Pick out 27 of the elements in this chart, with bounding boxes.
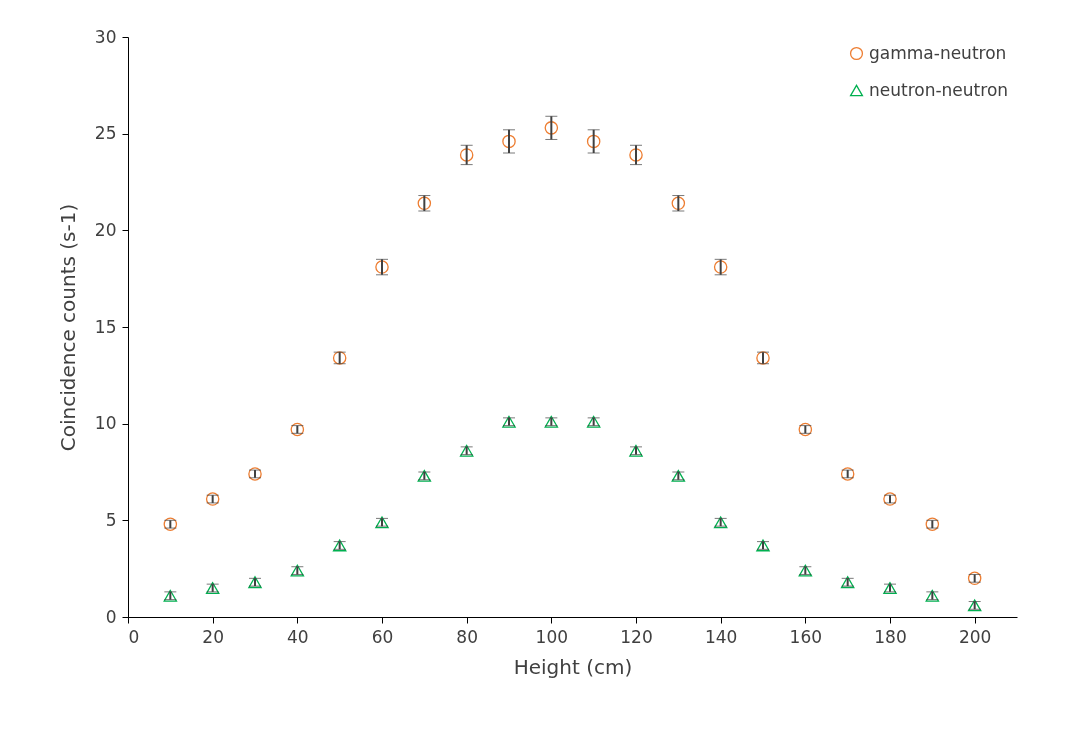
y-tick-label: 0 — [105, 606, 117, 627]
y-tick-label: 10 — [94, 413, 117, 434]
point — [629, 148, 643, 162]
x-tick-label: 140 — [704, 626, 738, 647]
x-tick-label: 180 — [874, 626, 907, 647]
y-axis-title: Coincidence counts (s-1) — [55, 203, 80, 452]
y-tick-label: 15 — [94, 316, 117, 337]
legend-label: gamma-neutron — [869, 42, 1007, 63]
y-tick-label: 20 — [94, 219, 117, 240]
x-tick-label: 20 — [202, 626, 224, 647]
x-tick-label: 80 — [456, 626, 478, 647]
x-tick-label: 0 — [128, 626, 140, 647]
y-tick-label: 25 — [94, 123, 117, 144]
point — [544, 121, 559, 135]
x-tick-label: 120 — [620, 626, 653, 647]
point — [459, 148, 474, 162]
x-tick-label: 100 — [535, 626, 569, 647]
y-tick-label: 5 — [105, 509, 117, 530]
point — [586, 134, 601, 149]
x-tick-label: 160 — [789, 626, 823, 647]
y-tick-label: 30 — [94, 26, 117, 47]
x-axis-title: Height (cm) — [513, 654, 633, 679]
point — [502, 134, 516, 149]
x-tick-label: 60 — [371, 626, 394, 647]
x-tick-label: 200 — [958, 626, 992, 647]
x-tick-label: 40 — [287, 626, 309, 647]
legend-label: neutron-neutron — [869, 79, 1009, 100]
